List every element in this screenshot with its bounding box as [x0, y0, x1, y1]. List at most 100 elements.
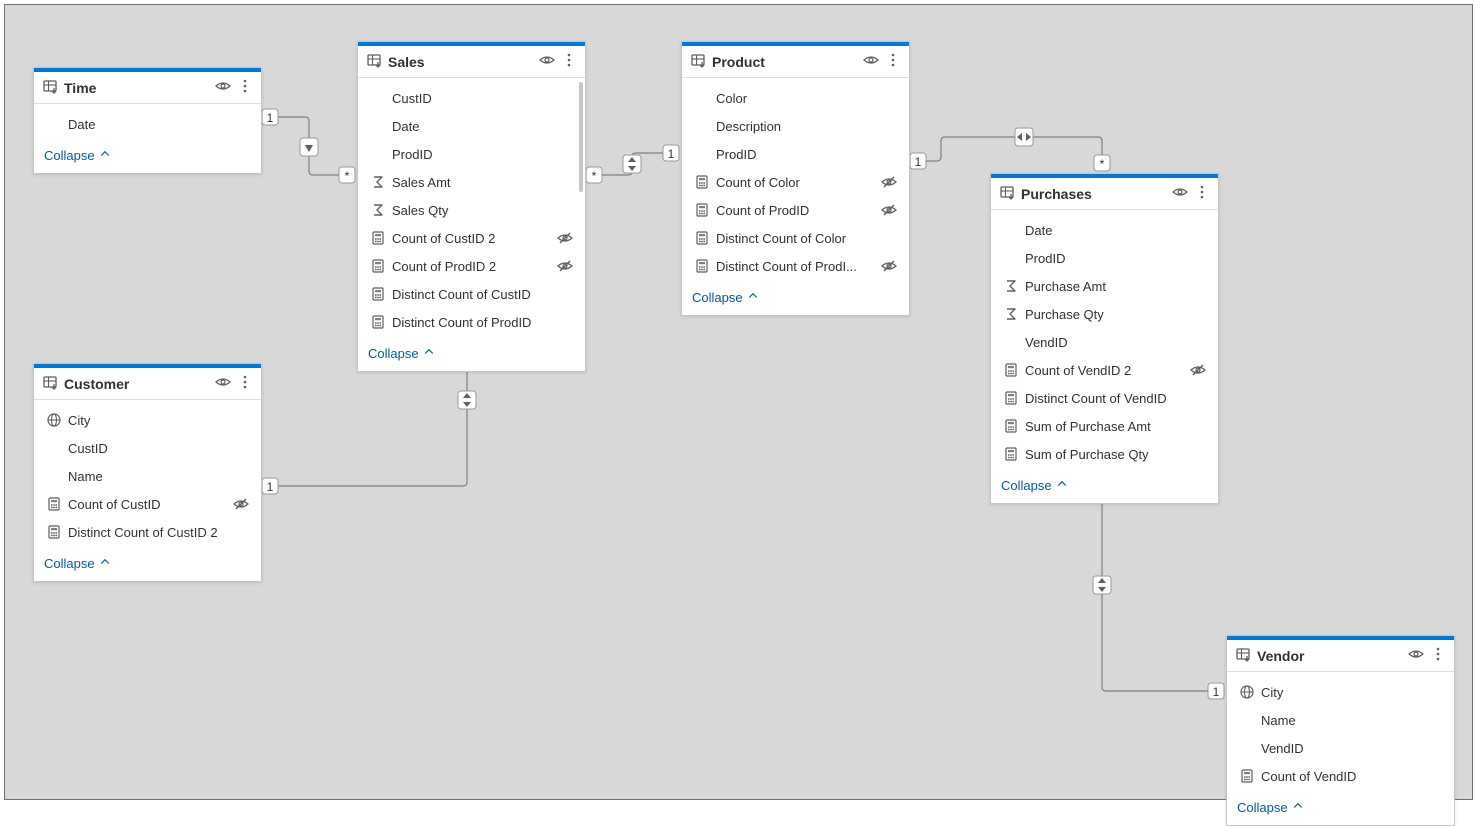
- collapse-link[interactable]: Collapse: [44, 148, 111, 163]
- field-row[interactable]: Sales Amt: [362, 168, 581, 196]
- table-header[interactable]: Customer: [34, 368, 261, 400]
- relationship-line[interactable]: [926, 137, 1102, 161]
- visibility-icon[interactable]: [1408, 646, 1424, 665]
- collapse-link[interactable]: Collapse: [1237, 800, 1304, 815]
- scrollbar[interactable]: [579, 82, 583, 192]
- field-row[interactable]: Distinct Count of CustID 2: [38, 518, 257, 546]
- table-title: Purchases: [1021, 186, 1166, 202]
- field-row[interactable]: Distinct Count of ProdI...: [686, 252, 905, 280]
- field-label: Sales Amt: [392, 175, 573, 190]
- field-row[interactable]: City: [1231, 678, 1450, 706]
- filter-direction-icon: [300, 138, 318, 156]
- field-type-icon: [370, 258, 386, 274]
- more-icon[interactable]: [237, 374, 253, 393]
- field-type-icon: [1003, 222, 1019, 238]
- field-row[interactable]: Date: [362, 112, 581, 140]
- field-row[interactable]: ProdID: [686, 140, 905, 168]
- field-row[interactable]: Count of CustID: [38, 490, 257, 518]
- more-icon[interactable]: [561, 52, 577, 71]
- visibility-icon[interactable]: [215, 78, 231, 97]
- field-row[interactable]: ProdID: [362, 140, 581, 168]
- hidden-icon: [1190, 362, 1206, 378]
- field-row[interactable]: VendID: [995, 328, 1214, 356]
- field-row[interactable]: Distinct Count of VendID: [995, 384, 1214, 412]
- visibility-icon[interactable]: [539, 52, 555, 71]
- field-label: ProdID: [1025, 251, 1206, 266]
- field-row[interactable]: Count of ProdID 2: [362, 252, 581, 280]
- field-row[interactable]: ProdID: [995, 244, 1214, 272]
- field-label: Count of ProdID: [716, 203, 875, 218]
- table-title: Sales: [388, 54, 533, 70]
- field-row[interactable]: Count of VendID: [1231, 762, 1450, 790]
- table-vendor[interactable]: Vendor City Name VendIDCount of VendID Colla…: [1226, 635, 1455, 826]
- more-icon[interactable]: [1194, 184, 1210, 203]
- field-row[interactable]: Sum of Purchase Qty: [995, 440, 1214, 468]
- hidden-icon: [881, 174, 897, 190]
- more-icon[interactable]: [1430, 646, 1446, 665]
- field-row[interactable]: Sales Qty: [362, 196, 581, 224]
- collapse-label: Collapse: [692, 290, 743, 305]
- svg-text:*: *: [345, 169, 350, 183]
- field-row[interactable]: Description: [686, 112, 905, 140]
- table-time[interactable]: Time Date Collapse: [33, 67, 262, 174]
- field-type-icon: [694, 146, 710, 162]
- field-row[interactable]: Date: [38, 110, 257, 138]
- table-header[interactable]: Time: [34, 72, 261, 104]
- field-row[interactable]: CustID: [38, 434, 257, 462]
- hidden-icon: [557, 258, 573, 274]
- table-sales[interactable]: SalesCustIDDateProdIDSales AmtSales QtyC…: [357, 41, 586, 372]
- filter-direction-icon: [623, 155, 641, 173]
- field-row[interactable]: Purchase Qty: [995, 300, 1214, 328]
- chevron-up-icon: [99, 556, 111, 571]
- field-label: Date: [68, 117, 249, 132]
- field-type-icon: [694, 118, 710, 134]
- table-header[interactable]: Product: [682, 46, 909, 78]
- more-icon[interactable]: [237, 78, 253, 97]
- visibility-icon[interactable]: [1172, 184, 1188, 203]
- collapse-link[interactable]: Collapse: [692, 290, 759, 305]
- field-row[interactable]: Distinct Count of CustID: [362, 280, 581, 308]
- field-row[interactable]: Sum of Purchase Amt: [995, 412, 1214, 440]
- visibility-icon[interactable]: [863, 52, 879, 71]
- visibility-icon[interactable]: [215, 374, 231, 393]
- collapse-link[interactable]: Collapse: [1001, 478, 1068, 493]
- table-purchases[interactable]: Purchases Date ProdID Purchase AmtPurchase …: [990, 173, 1219, 504]
- table-footer: Collapse: [358, 340, 585, 371]
- field-label: City: [1261, 685, 1442, 700]
- field-row[interactable]: Count of Color: [686, 168, 905, 196]
- table-header[interactable]: Purchases: [991, 178, 1218, 210]
- field-row[interactable]: Name: [1231, 706, 1450, 734]
- table-icon: [366, 52, 382, 71]
- field-row[interactable]: Name: [38, 462, 257, 490]
- field-row[interactable]: CustID: [362, 84, 581, 112]
- field-row[interactable]: Date: [995, 216, 1214, 244]
- field-type-icon: [46, 524, 62, 540]
- svg-text:*: *: [592, 169, 597, 183]
- table-customer[interactable]: Customer CityCustIDNameCount of CustIDDis…: [33, 363, 262, 582]
- field-label: Name: [1261, 713, 1442, 728]
- field-row[interactable]: Color: [686, 84, 905, 112]
- relationship-line[interactable]: [602, 153, 663, 175]
- more-icon[interactable]: [885, 52, 901, 71]
- table-header[interactable]: Vendor: [1227, 640, 1454, 672]
- table-product[interactable]: Product ColorDescriptionProdIDCount of Co…: [681, 41, 910, 316]
- field-row[interactable]: Distinct Count of Color: [686, 224, 905, 252]
- table-header[interactable]: Sales: [358, 46, 585, 78]
- collapse-link[interactable]: Collapse: [44, 556, 111, 571]
- field-row[interactable]: Count of CustID 2: [362, 224, 581, 252]
- field-row[interactable]: City: [38, 406, 257, 434]
- relationship-line[interactable]: [278, 117, 339, 175]
- field-row[interactable]: VendID: [1231, 734, 1450, 762]
- model-canvas[interactable]: 1**11*1**1 TimeDateCollapseSalesCustIDDa…: [4, 4, 1473, 800]
- collapse-link[interactable]: Collapse: [368, 346, 435, 361]
- table-footer: Collapse: [34, 550, 261, 581]
- field-row[interactable]: Count of VendID 2: [995, 356, 1214, 384]
- field-row[interactable]: Distinct Count of ProdID: [362, 308, 581, 336]
- field-label: Distinct Count of ProdID: [392, 315, 573, 330]
- relationship-line[interactable]: [1102, 501, 1208, 691]
- field-type-icon: [46, 496, 62, 512]
- field-row[interactable]: Purchase Amt: [995, 272, 1214, 300]
- chevron-up-icon: [1056, 478, 1068, 493]
- field-row[interactable]: Count of ProdID: [686, 196, 905, 224]
- hidden-icon: [557, 230, 573, 246]
